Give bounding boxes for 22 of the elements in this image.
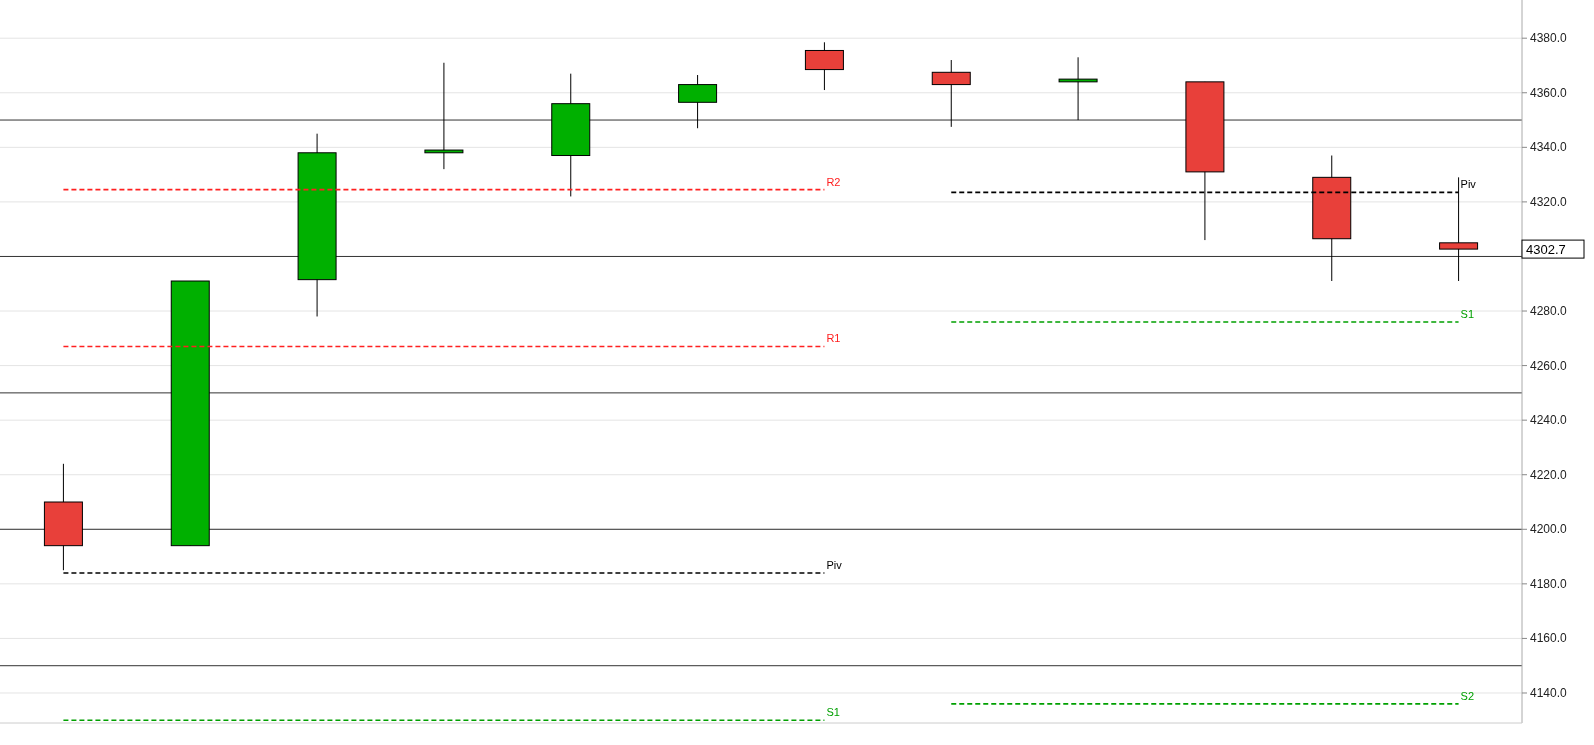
series-label: R1 — [826, 332, 841, 345]
series-label: S2 — [1460, 689, 1475, 702]
series-label: R2 — [826, 175, 841, 188]
y-tick-label: 4160.0 — [1530, 631, 1568, 646]
y-tick-label: 4140.0 — [1530, 685, 1568, 700]
candlestick — [1058, 56, 1098, 121]
y-tick-label: 4380.0 — [1530, 31, 1568, 46]
y-tick-label: 4360.0 — [1530, 85, 1568, 100]
candlestick — [424, 62, 464, 170]
series-label: Piv — [1460, 178, 1477, 191]
y-tick-label: 4180.0 — [1530, 576, 1568, 591]
y-tick-label: 4320.0 — [1530, 194, 1568, 209]
y-tick-label: 4240.0 — [1530, 413, 1568, 428]
y-tick-label: 4340.0 — [1530, 140, 1568, 155]
text: 4302.7 — [1526, 242, 1566, 258]
y-tick-label: 4220.0 — [1530, 467, 1568, 482]
series-label: S1 — [826, 706, 840, 719]
y-tick-label: 4280.0 — [1530, 304, 1568, 319]
series-label: Piv — [826, 558, 843, 571]
y-tick-label: 4200.0 — [1530, 522, 1568, 537]
series-label: S1 — [1460, 307, 1475, 320]
y-tick-label: 4260.0 — [1530, 358, 1568, 373]
